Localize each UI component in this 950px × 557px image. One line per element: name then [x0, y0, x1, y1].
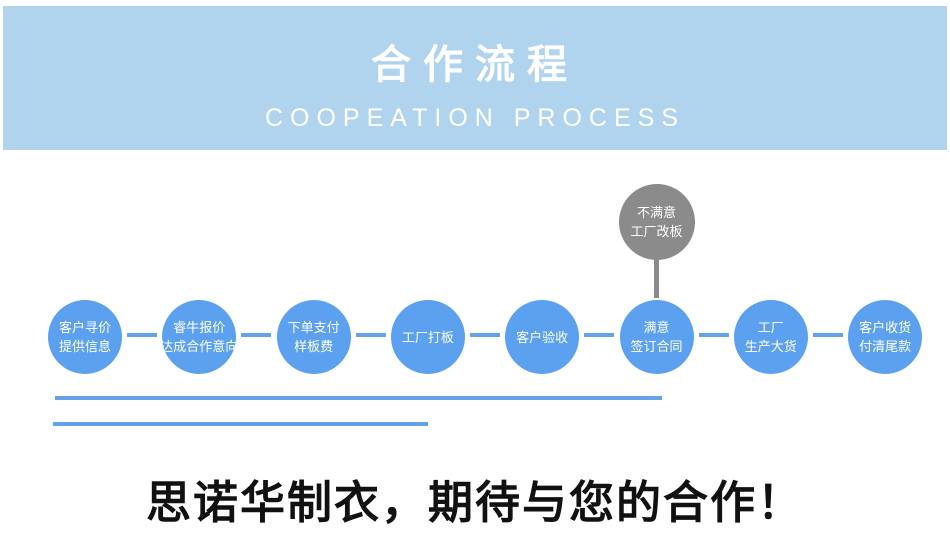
node-label: 客户验收 [516, 329, 569, 345]
node-label: 工厂打板 [401, 329, 454, 345]
flow-connector-1 [127, 333, 158, 337]
flow-connector-3 [355, 333, 386, 337]
decorative-underline-long [55, 396, 662, 400]
flow-connector-7 [812, 333, 843, 337]
node-label: 付清尾款 [859, 339, 912, 354]
flow-step-5: 客户验收 [505, 300, 580, 374]
flow-connector-2 [241, 333, 272, 337]
flow-step-6: 满意 签订合同 [619, 300, 694, 374]
node-label: 工厂 [757, 320, 784, 335]
flow-step-4: 工厂打板 [390, 300, 465, 374]
page-title: 合作流程 [371, 43, 579, 87]
node-label: 生产大货 [744, 339, 797, 354]
flow-connector-5 [584, 333, 615, 337]
node-label: 签订合同 [630, 339, 683, 354]
page-subtitle: COOPEATION PROCESS [264, 104, 686, 132]
flow-step-7: 工厂 生产大货 [733, 300, 808, 374]
decorative-underline-short [53, 422, 428, 426]
node-label: 睿牛报价 [173, 320, 226, 335]
flow-connector-6 [698, 333, 729, 337]
header-banner: 合作流程 COOPEATION PROCESS [3, 6, 947, 150]
node-label: 工厂改板 [630, 224, 683, 239]
footer-slogan: 思诺华制衣，期待与您的合作！ [145, 478, 804, 528]
flow-step-3: 下单支付 样板费 [276, 300, 351, 374]
node-label: 客户收货 [859, 320, 912, 335]
branch-connector-line [654, 258, 659, 298]
node-label: 不满意 [636, 205, 676, 220]
node-label: 满意 [643, 320, 670, 335]
node-label: 下单支付 [287, 320, 340, 335]
node-label: 达成合作意向 [160, 339, 239, 354]
node-label: 客户寻价 [58, 320, 111, 335]
branch-node-unsatisfied: 不满意 工厂改板 [618, 184, 695, 260]
flow-step-1: 客户寻价 提供信息 [48, 300, 122, 374]
flow-connector-4 [470, 333, 501, 337]
flow-step-2: 睿牛报价达成合作意向 [160, 300, 239, 374]
flow-step-8: 客户收货 付清尾款 [848, 300, 923, 374]
node-label: 样板费 [294, 339, 334, 354]
node-label: 提供信息 [58, 339, 111, 354]
